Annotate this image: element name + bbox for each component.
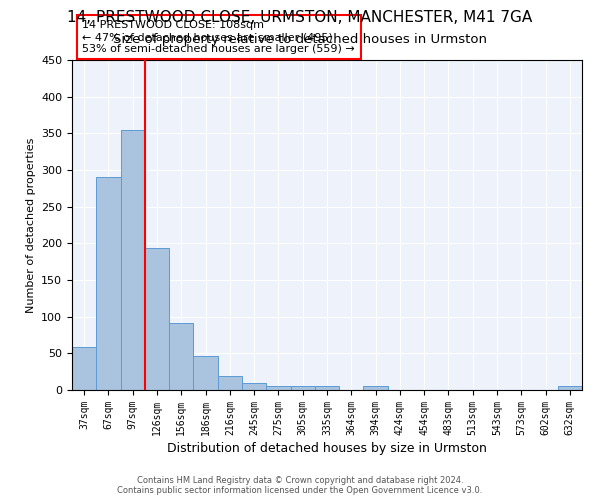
Bar	[72, 346, 96, 390]
Bar	[193, 356, 218, 390]
Bar	[121, 130, 145, 390]
Bar	[290, 386, 315, 390]
Bar	[242, 384, 266, 390]
Text: 14, PRESTWOOD CLOSE, URMSTON, MANCHESTER, M41 7GA: 14, PRESTWOOD CLOSE, URMSTON, MANCHESTER…	[67, 10, 533, 25]
Bar	[315, 386, 339, 390]
Bar	[558, 386, 582, 390]
Bar	[169, 324, 193, 390]
Text: 14 PRESTWOOD CLOSE: 108sqm
← 47% of detached houses are smaller (495)
53% of sem: 14 PRESTWOOD CLOSE: 108sqm ← 47% of deta…	[82, 20, 355, 54]
Text: Contains HM Land Registry data © Crown copyright and database right 2024.
Contai: Contains HM Land Registry data © Crown c…	[118, 476, 482, 495]
Y-axis label: Number of detached properties: Number of detached properties	[26, 138, 35, 312]
Bar	[364, 386, 388, 390]
Bar	[96, 178, 121, 390]
Text: Size of property relative to detached houses in Urmston: Size of property relative to detached ho…	[113, 32, 487, 46]
Bar	[218, 376, 242, 390]
X-axis label: Distribution of detached houses by size in Urmston: Distribution of detached houses by size …	[167, 442, 487, 455]
Bar	[145, 248, 169, 390]
Bar	[266, 386, 290, 390]
